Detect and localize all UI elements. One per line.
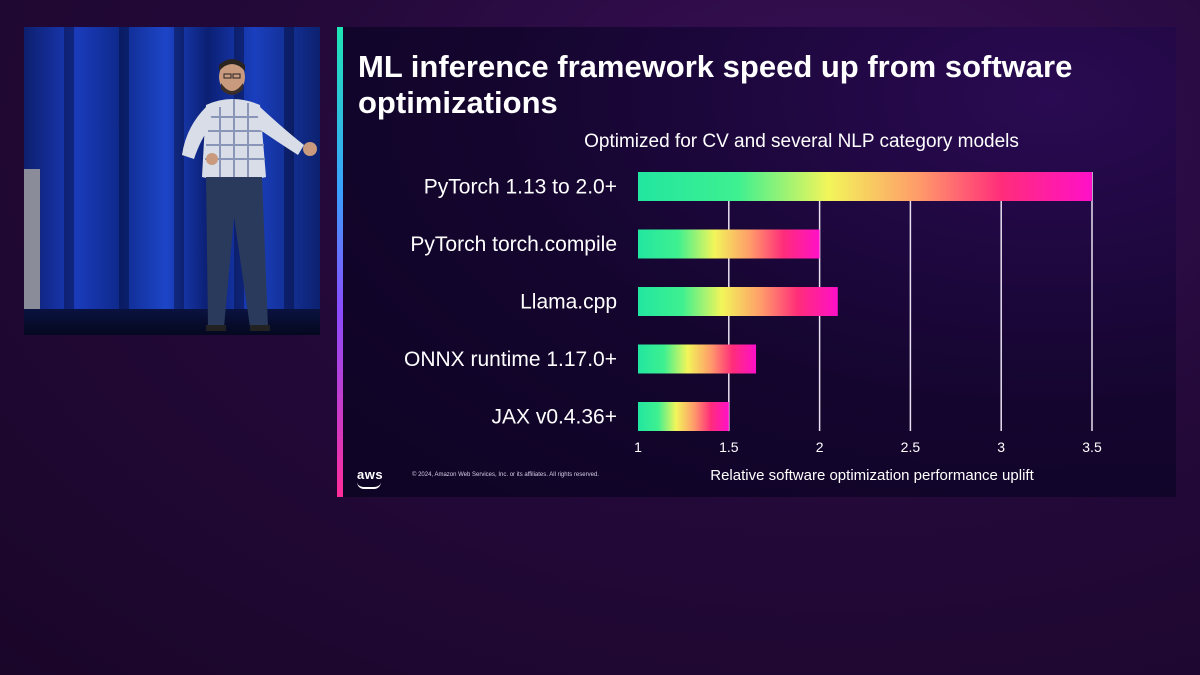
- slide-accent-bar: [337, 27, 343, 497]
- category-label: JAX v0.4.36+: [492, 406, 618, 429]
- slide-title: ML inference framework speed up from sof…: [358, 49, 1073, 120]
- bar-pytorch-torch-compile: [638, 229, 820, 259]
- x-tick-label: 2: [816, 439, 824, 455]
- stage-floor: [24, 309, 320, 335]
- bar-llama-cpp: [638, 287, 838, 316]
- presentation-slide: ML inference framework speed up from sof…: [337, 27, 1176, 497]
- aws-smile-icon: [357, 482, 381, 489]
- x-tick-label: 1: [634, 439, 642, 455]
- bar-onnx-runtime-1-17-0: [638, 344, 757, 374]
- curtain-fold: [119, 27, 129, 335]
- aws-logo-text: aws: [357, 467, 384, 482]
- category-label: ONNX runtime 1.17.0+: [404, 348, 617, 371]
- category-label: PyTorch 1.13 to 2.0+: [424, 176, 617, 199]
- aws-logo: aws: [357, 467, 384, 489]
- copyright-notice: © 2024, Amazon Web Services, Inc. or its…: [412, 472, 599, 478]
- speaker-video-panel: [24, 27, 320, 335]
- x-tick-label: 3.5: [1082, 439, 1102, 455]
- bar-chart: PyTorch 1.13 to 2.0+ PyTorch torch.compil…: [404, 172, 1102, 455]
- x-axis-label: Relative software optimization performan…: [710, 467, 1034, 484]
- x-tick-label: 2.5: [901, 439, 921, 455]
- speaker-figure: [182, 59, 317, 331]
- category-label: Llama.cpp: [520, 291, 617, 314]
- x-tick-label: 1.5: [719, 439, 739, 455]
- bar-jax-v0-4-36: [638, 402, 729, 431]
- curtain-fold: [174, 27, 184, 335]
- stage-post: [24, 169, 40, 335]
- curtain-fold: [284, 27, 294, 335]
- curtain-fold: [64, 27, 74, 335]
- x-tick-label: 3: [997, 439, 1005, 455]
- bar-pytorch-1-13-to-2-0: [638, 172, 1092, 201]
- chart-title: Optimized for CV and several NLP categor…: [584, 131, 1019, 152]
- category-label: PyTorch torch.compile: [410, 233, 617, 256]
